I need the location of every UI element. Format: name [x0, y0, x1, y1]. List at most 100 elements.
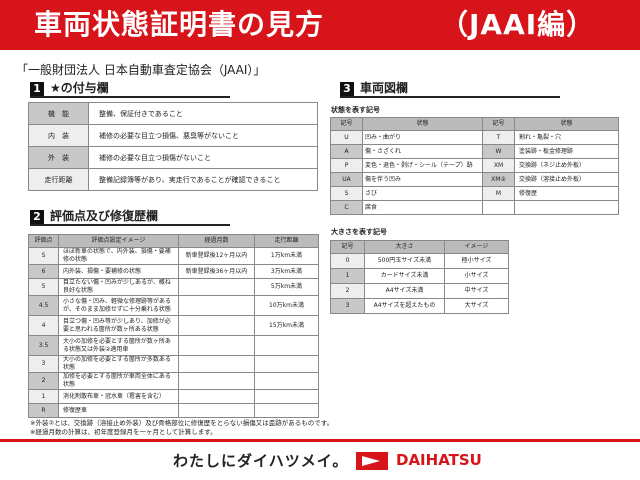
cell: 腐食 — [362, 200, 483, 215]
cell: 3万km未満 — [254, 264, 319, 279]
cell: 小さな傷・凹み、軽微な修理跡等があるが、そのまま加修せずに十分乗れる状態 — [58, 295, 179, 316]
column-header: 記号 — [330, 240, 365, 254]
cell — [482, 200, 515, 215]
condition-table: 記号 状態 記号 状態 U 凹み・曲がり T 割れ・亀裂・穴 A 傷・さざくれ W 塗装跡・板金修理跡… — [330, 117, 619, 215]
column-header: 評価点 — [28, 234, 59, 248]
section-title: 車両図欄 — [360, 81, 409, 95]
section-number: 3 — [340, 82, 354, 96]
table-row: 0 500円玉サイズ未満 極小サイズ — [330, 253, 509, 269]
cell: 塗装跡・板金修理跡 — [514, 144, 619, 159]
section-title: 評価点及び修復歴欄 — [50, 209, 159, 223]
brand-name: DAIHATSU — [396, 451, 482, 469]
slogan-logo: わたしにダイハツメイ。 — [173, 452, 349, 470]
cell: 1 — [330, 268, 365, 284]
page-header: 車両状態証明書の見方 （JAAI編） — [0, 0, 640, 50]
cell: R — [28, 403, 59, 418]
table-row: R 修復歴車 — [28, 403, 319, 418]
cell: 4 — [28, 315, 59, 336]
cell — [178, 335, 255, 356]
row-text: 補修の必要な目立つ損傷、悪臭等がないこと — [88, 124, 318, 147]
cell: 傷を伴う凹み — [362, 172, 483, 187]
size-table: 記号 大きさ イメージ 0 500円玉サイズ未満 極小サイズ 1 カードサイズ未満 小サイズ 2 A… — [330, 240, 509, 314]
header-row: 記号 大きさ イメージ — [330, 240, 509, 254]
table-row: P 変色・退色・剥げ・シール（テープ）跡 XM 交換跡（ネジ止め外板） — [330, 158, 619, 173]
cell: S — [28, 247, 59, 265]
cell: A4サイズを超えたもの — [364, 298, 445, 314]
table-row: 4 目立つ傷・凹み等が少しあり、加修が必要と思われる箇所が数ヶ所ある状態 15万km… — [28, 315, 319, 336]
cell: 加修を必要とする箇所が車両全体にある状態 — [58, 372, 179, 390]
table-row: UA 傷を伴う凹み XM② 交換跡（溶接止め外板） — [330, 172, 619, 187]
cell: 500円玉サイズ未満 — [364, 253, 445, 269]
page-title: 車両状態証明書の見方 — [34, 8, 325, 41]
cell: XM② — [482, 172, 515, 187]
cell — [514, 200, 619, 215]
table-row: 内 装補修の必要な目立つ損傷、悪臭等がないこと — [28, 124, 318, 147]
row-label: 内 装 — [28, 124, 89, 147]
cell: 2 — [28, 372, 59, 390]
cell: 交換跡（ネジ止め外板） — [514, 158, 619, 173]
table-row: S さび M 修復歴 — [330, 186, 619, 201]
row-label: 機 能 — [28, 102, 89, 125]
cell: S — [330, 186, 363, 201]
notes: ※外装②とは、交換跡（溶接止め外装）及び骨格部位に修復歴をとらない損傷又は歪跡が… — [30, 419, 333, 437]
column-header: 記号 — [482, 117, 515, 131]
cell: M — [482, 186, 515, 201]
table-row: 3.5 大小の加修を必要とする箇所が数ヶ所ある状態又は外装②適用車 — [28, 335, 319, 356]
star-table: 機 能整備、保証付きであること内 装補修の必要な目立つ損傷、悪臭等がないこと外 … — [28, 102, 318, 191]
cell: 極小サイズ — [444, 253, 509, 269]
table-row: A 傷・さざくれ W 塗装跡・板金修理跡 — [330, 144, 619, 159]
table-row: 4.5 小さな傷・凹み、軽微な修理跡等があるが、そのまま加修せずに十分乗れる状態 1… — [28, 295, 319, 316]
table-row: 1 カードサイズ未満 小サイズ — [330, 268, 509, 284]
daihatsu-logo-icon — [356, 452, 388, 470]
cell: 5万km未満 — [254, 278, 319, 296]
cell: 3.5 — [28, 335, 59, 356]
cell: 3 — [330, 298, 365, 314]
table-row: U 凹み・曲がり T 割れ・亀裂・穴 — [330, 130, 619, 145]
cell: 1万km未満 — [254, 247, 319, 265]
column-header: 走行距離 — [254, 234, 319, 248]
section2-heading: 2 評価点及び修復歴欄 — [30, 208, 230, 226]
footer-divider — [0, 439, 640, 442]
table-row: 5 目立たない傷・凹みが少しあるが、概ね良好な状態 5万km未満 — [28, 278, 319, 296]
cell: 4.5 — [28, 295, 59, 316]
cell: 6 — [28, 264, 59, 279]
cell: UA — [330, 172, 363, 187]
cell: 変色・退色・剥げ・シール（テープ）跡 — [362, 158, 483, 173]
size-caption: 大きさを表す記号 — [331, 228, 387, 236]
cell: 0 — [330, 253, 365, 269]
cell: 目立たない傷・凹みが少しあるが、概ね良好な状態 — [58, 278, 179, 296]
column-header: 評価点設定イメージ — [58, 234, 179, 248]
table-row: 6 内外装、損傷・要補修の状態 新車登録後36ヶ月以内 3万km未満 — [28, 264, 319, 279]
cell: 大小の加修を必要とする箇所が多数ある状態 — [58, 355, 179, 373]
condition-caption: 状態を表す記号 — [331, 106, 380, 114]
column-header: 経過月数 — [178, 234, 255, 248]
table-row: 1 消化剤散布車・冠水車（雹害を含む） — [28, 389, 319, 404]
note: ※外装②とは、交換跡（溶接止め外装）及び骨格部位に修復歴をとらない損傷又は歪跡が… — [30, 419, 334, 427]
row-label: 走行距離 — [28, 168, 89, 191]
cell: 傷・さざくれ — [362, 144, 483, 159]
cell: XM — [482, 158, 515, 173]
cell: T — [482, 130, 515, 145]
cell — [254, 403, 319, 418]
cell: 10万km未満 — [254, 295, 319, 316]
cell — [178, 389, 255, 404]
table-row: 走行距離 整備記録簿等があり、実走行であることが確認できること — [28, 168, 318, 191]
column-header: 状態 — [362, 117, 483, 131]
column-header: 記号 — [330, 117, 363, 131]
cell: A — [330, 144, 363, 159]
table-row: 2 A4サイズ未満 中サイズ — [330, 283, 509, 299]
column-header: イメージ — [444, 240, 509, 254]
cell: さび — [362, 186, 483, 201]
table-row: 2 加修を必要とする箇所が車両全体にある状態 — [28, 372, 319, 390]
section-title: ★の付与欄 — [50, 81, 109, 95]
cell: 3 — [28, 355, 59, 373]
cell — [254, 335, 319, 356]
cell: 2 — [330, 283, 365, 299]
cell: 消化剤散布車・冠水車（雹害を含む） — [58, 389, 179, 404]
row-text: 補修の必要な目立つ損傷がないこと — [88, 146, 318, 169]
note: ※経過月数の計算は、初年度登録月を一ヶ月として計算します。 — [30, 428, 217, 436]
organization-name: 「一般財団法人 日本自動車査定協会（JAAI）」 — [16, 63, 266, 77]
cell: 凹み・曲がり — [362, 130, 483, 145]
cell — [254, 389, 319, 404]
header-row: 評価点 評価点設定イメージ 経過月数 走行距離 — [28, 234, 319, 248]
